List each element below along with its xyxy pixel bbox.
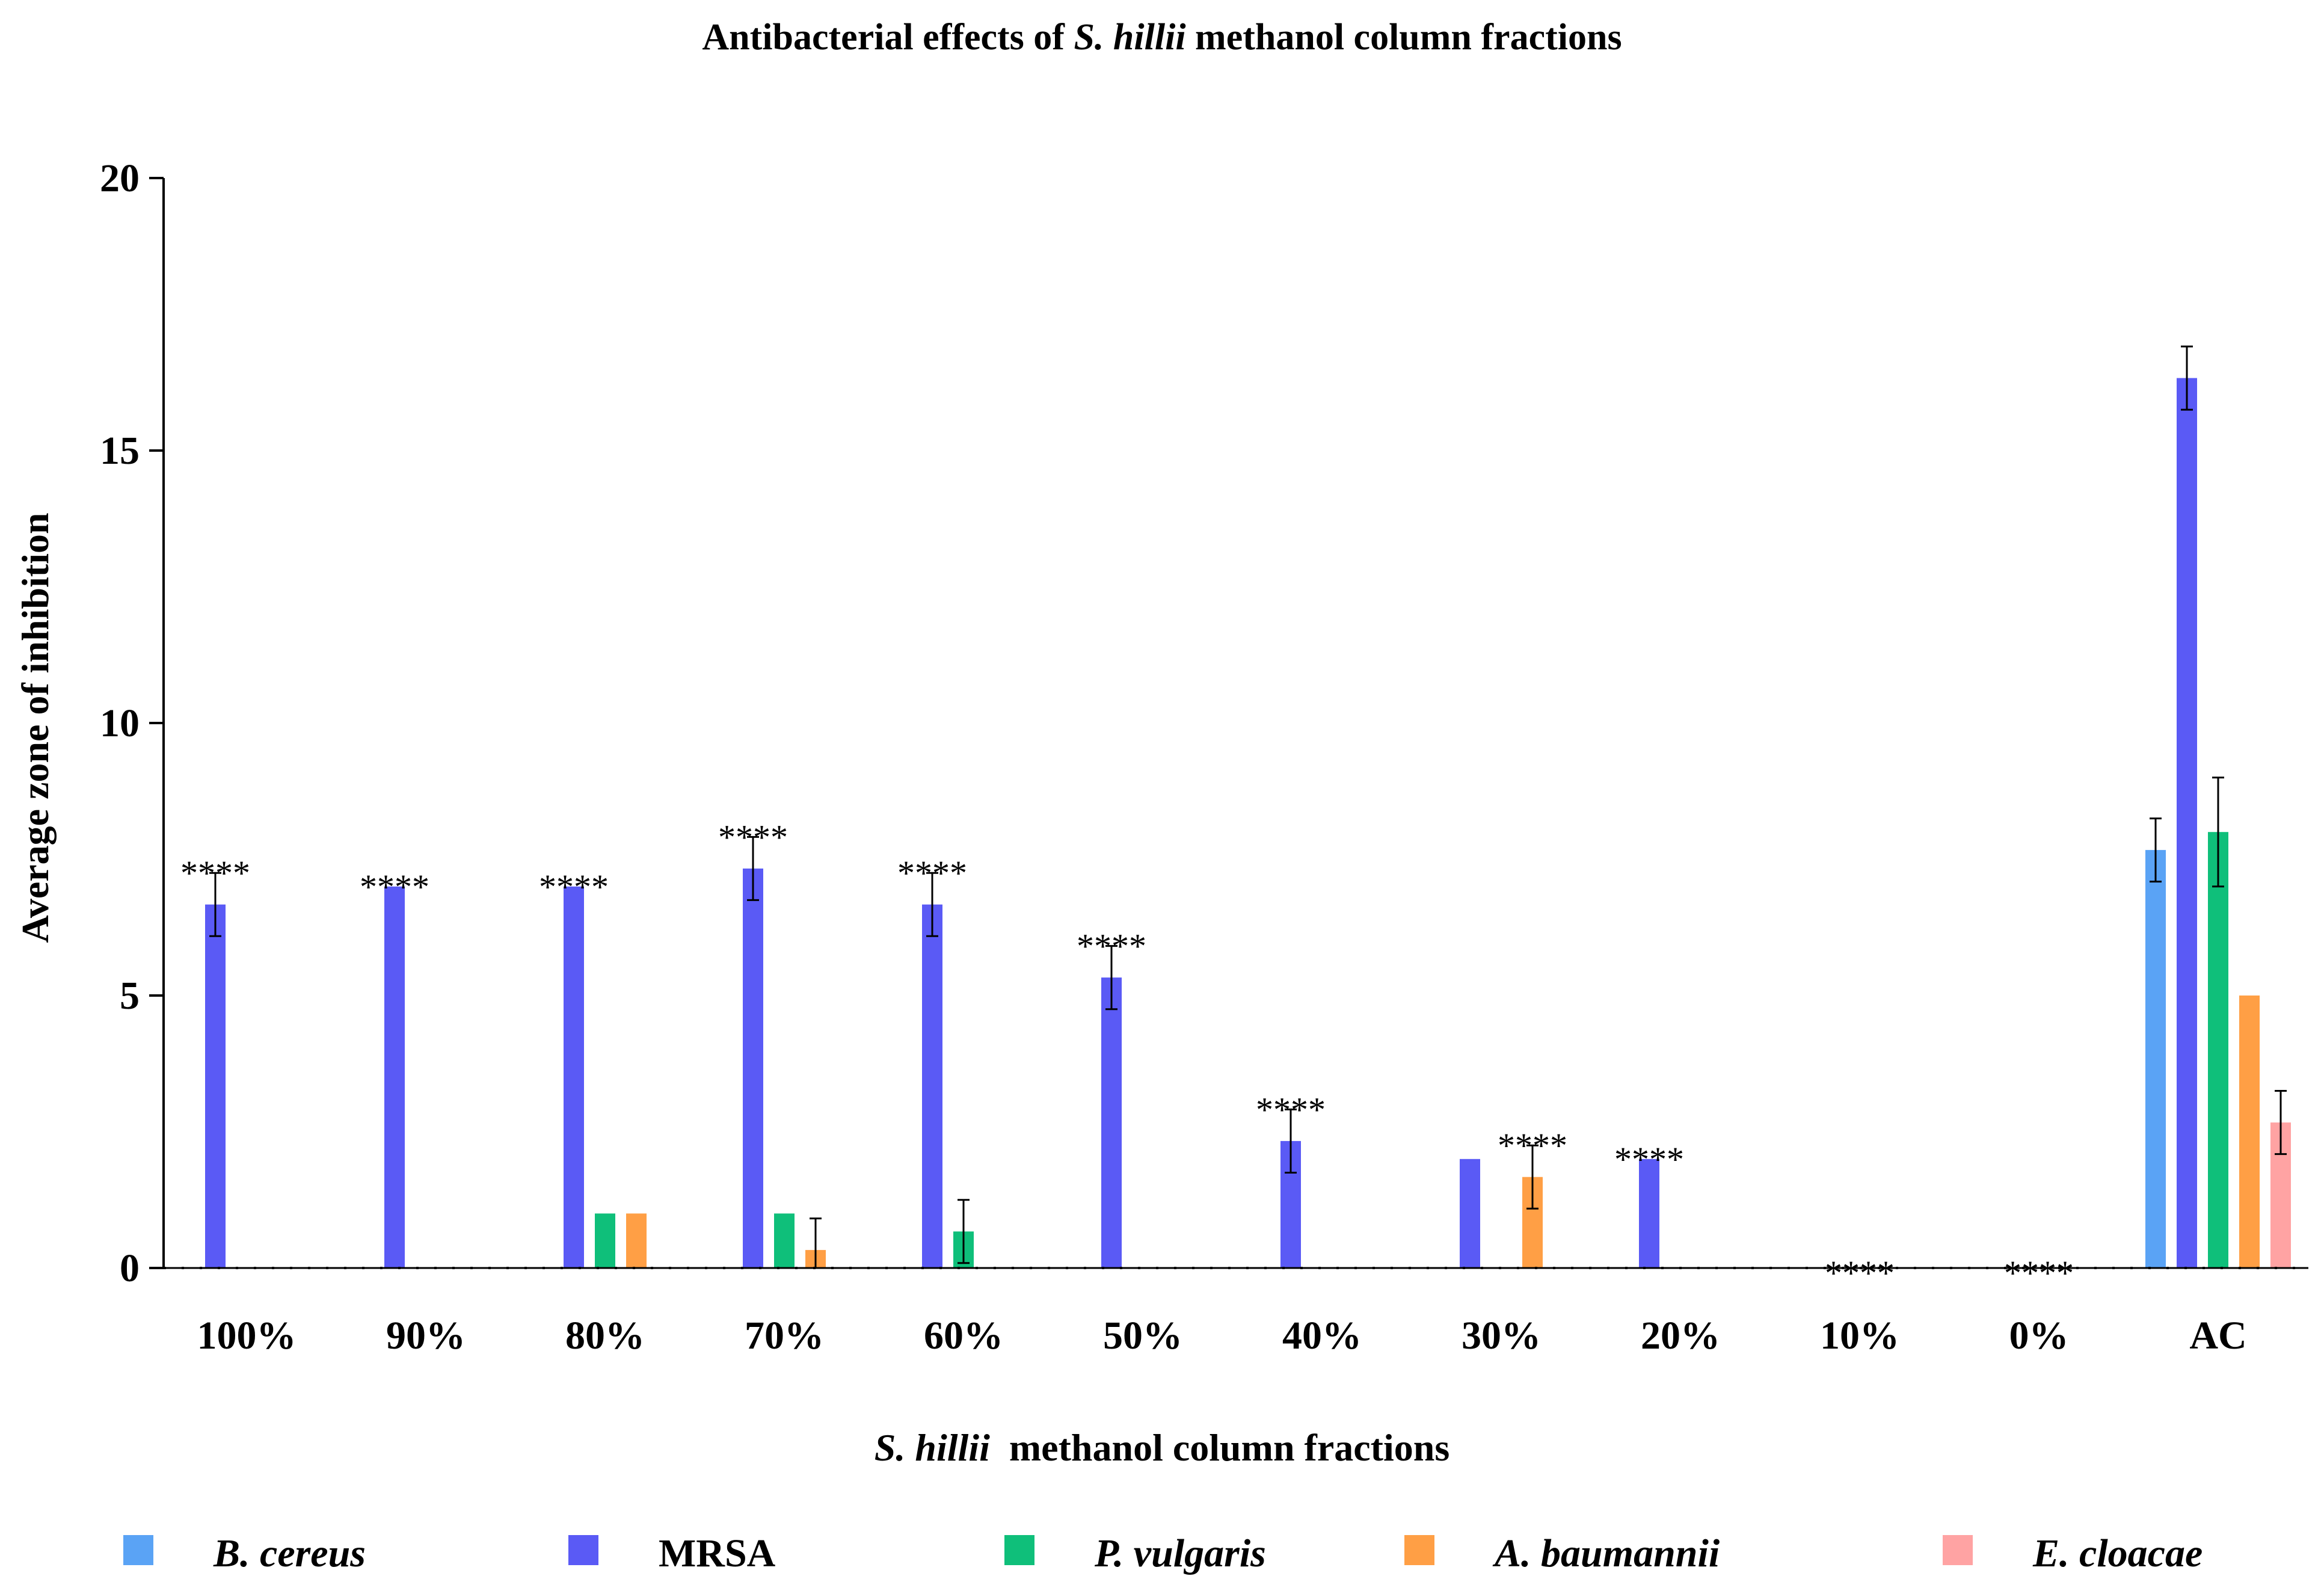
legend-label: P. vulgaris — [1094, 1531, 1266, 1575]
error-bar-e-cloacae-ac — [2275, 1090, 2287, 1156]
legend-label: B. cereus — [213, 1531, 366, 1575]
error-bar-mrsa-40pct — [1285, 1108, 1297, 1174]
bar-mrsa-70pct — [743, 868, 763, 1268]
error-bar-mrsa-60pct — [926, 872, 938, 937]
significance-label-90pct: **** — [360, 867, 429, 906]
significance-label-30pct: **** — [1498, 1126, 1567, 1165]
legend-swatch — [123, 1535, 153, 1565]
x-tick-label: 10% — [1820, 1314, 1899, 1358]
x-tick-label: 40% — [1282, 1314, 1362, 1358]
bar-mrsa-ac — [2177, 378, 2197, 1268]
x-tick-label: 60% — [924, 1314, 1003, 1358]
error-bar-a-baumannii-30pct — [1526, 1144, 1539, 1210]
y-tick-label: 15 — [100, 429, 140, 473]
bar-mrsa-60pct — [922, 904, 942, 1268]
x-axis-title-italic: S. hillii — [875, 1426, 990, 1469]
x-tick-label: 70% — [745, 1314, 824, 1358]
legend-item: MRSA — [568, 1531, 776, 1575]
bar-mrsa-30pct — [1460, 1159, 1480, 1268]
legend-label: A. baumannii — [1492, 1531, 1720, 1575]
legend-swatch — [1943, 1535, 1973, 1565]
error-bar-p-vulgaris-ac — [2212, 777, 2224, 888]
bar-mrsa-20pct — [1639, 1159, 1659, 1268]
significance-label-70pct: **** — [718, 817, 788, 857]
chart-title-italic: S. hillii — [1074, 17, 1185, 58]
legend-item: B. cereus — [123, 1531, 366, 1575]
x-tick-label: 90% — [386, 1314, 466, 1358]
x-tick-label: 0% — [2009, 1314, 2069, 1358]
error-bar-mrsa-ac — [2181, 345, 2193, 411]
legend-label: MRSA — [659, 1531, 776, 1575]
bar-mrsa-100pct — [205, 904, 226, 1268]
bar-p-vulgaris-70pct — [774, 1213, 795, 1268]
significance-label-50pct: **** — [1077, 927, 1146, 966]
legend-swatch — [1004, 1535, 1034, 1565]
legend-swatch — [1404, 1535, 1434, 1565]
bar-p-vulgaris-ac — [2208, 832, 2228, 1268]
y-tick-label: 10 — [100, 701, 140, 745]
error-bar-p-vulgaris-60pct — [958, 1199, 970, 1264]
x-axis-title-suffix: methanol column fractions — [990, 1426, 1449, 1469]
legend-item: E. cloacae — [1943, 1531, 2203, 1575]
x-axis-title: S. hillii methanol column fractions — [875, 1426, 1450, 1469]
x-tick-label: 20% — [1641, 1314, 1720, 1358]
bar-a-baumannii-80pct — [626, 1213, 647, 1268]
x-tick-label: AC — [2189, 1314, 2246, 1358]
legend-swatch — [568, 1535, 598, 1565]
y-tick-label: 0 — [120, 1246, 140, 1290]
y-axis-title: Average zone of inhibition — [14, 512, 57, 943]
bar-mrsa-50pct — [1101, 977, 1122, 1268]
significance-label-10pct: **** — [1825, 1254, 1895, 1293]
chart-title-prefix: Antibacterial effects of — [702, 17, 1074, 58]
bar-b-cereus-ac — [2145, 850, 2166, 1268]
significance-label-80pct: **** — [539, 867, 609, 906]
bar-mrsa-90pct — [384, 886, 405, 1268]
chart-title: Antibacterial effects of S. hillii metha… — [702, 17, 1622, 58]
bar-p-vulgaris-80pct — [595, 1213, 615, 1268]
legend-label: E. cloacae — [2032, 1531, 2203, 1575]
bar-a-baumannii-ac — [2239, 996, 2260, 1268]
legend-item: P. vulgaris — [1004, 1531, 1266, 1575]
x-tick-label: 30% — [1462, 1314, 1541, 1358]
y-tick-label: 20 — [100, 156, 140, 200]
legend-item: A. baumannii — [1404, 1531, 1720, 1575]
error-bar-mrsa-70pct — [747, 836, 759, 901]
bar-mrsa-80pct — [564, 886, 584, 1268]
x-tick-label: 80% — [565, 1314, 645, 1358]
plot-area: **** **** **** **** **** **** **** **** **** ****… — [100, 156, 2308, 1358]
x-tick-label: 100% — [197, 1314, 297, 1358]
legend: B. cereus MRSA P. vulgaris A. baumannii E. c… — [123, 1531, 2203, 1575]
significance-label-40pct: **** — [1256, 1090, 1326, 1129]
error-bar-mrsa-50pct — [1105, 945, 1117, 1011]
y-tick-label: 5 — [120, 974, 140, 1018]
significance-label-0pct: **** — [2004, 1254, 2074, 1293]
error-bar-mrsa-100pct — [209, 872, 221, 937]
error-bar-b-cereus-ac — [2150, 817, 2162, 883]
x-tick-label: 50% — [1103, 1314, 1182, 1358]
significance-label-60pct: **** — [897, 854, 967, 893]
significance-label-20pct: **** — [1614, 1140, 1684, 1179]
chart-title-suffix: methanol column fractions — [1186, 17, 1622, 58]
significance-label-100pct: **** — [180, 854, 250, 893]
